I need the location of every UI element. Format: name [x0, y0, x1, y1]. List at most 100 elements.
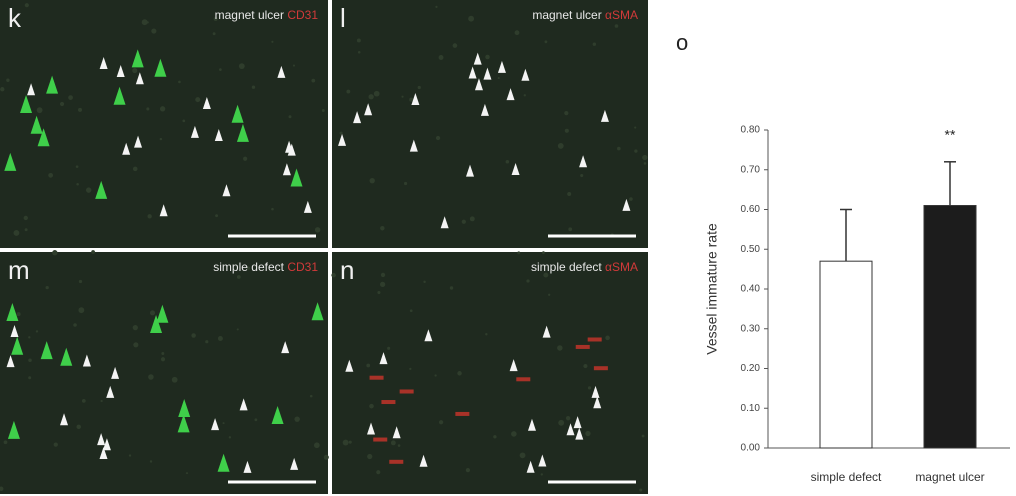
speckle: [132, 324, 138, 331]
speckle: [45, 285, 49, 290]
arrowhead: [10, 325, 19, 338]
speckle: [557, 345, 563, 351]
arrowhead: [116, 64, 125, 77]
panel-caption: magnet ulcer CD31: [215, 8, 319, 22]
arrowhead: [46, 75, 59, 94]
speckle: [185, 472, 189, 475]
speckle: [16, 312, 21, 317]
bar: [819, 260, 873, 449]
speckle: [567, 192, 572, 197]
speckle: [380, 225, 385, 231]
arrowhead: [591, 385, 600, 398]
speckle: [331, 272, 336, 278]
arrowhead: [473, 52, 482, 65]
speckle: [568, 227, 573, 232]
arrowhead: [622, 198, 631, 211]
panel-letter: l: [340, 3, 346, 33]
stain-label: CD31: [287, 260, 318, 274]
speckle: [309, 394, 313, 398]
panel-caption: simple defect αSMA: [531, 260, 638, 274]
arrowhead: [290, 168, 303, 187]
arrowhead: [40, 341, 53, 360]
speckle: [91, 250, 95, 254]
speckle: [583, 364, 588, 369]
panel-letter: n: [340, 255, 354, 285]
speckle: [514, 30, 520, 36]
arrowhead: [6, 302, 19, 321]
arrowhead: [573, 416, 582, 429]
speckle: [614, 24, 619, 28]
speckle: [76, 424, 81, 430]
arrowhead: [60, 347, 73, 366]
speckle: [78, 307, 85, 314]
speckle: [558, 419, 565, 426]
speckle: [505, 159, 510, 164]
speckle: [629, 197, 633, 201]
x-tick-label: simple defect: [811, 470, 882, 484]
speckle: [373, 90, 380, 97]
speckle: [128, 454, 132, 457]
arrowhead: [20, 94, 33, 113]
speckle: [160, 357, 166, 362]
speckle: [294, 416, 300, 422]
arrowhead: [271, 406, 284, 425]
arrowhead: [243, 460, 252, 473]
speckle: [461, 219, 466, 224]
speckle: [542, 251, 545, 255]
arrowhead: [217, 453, 230, 472]
speckle: [634, 149, 638, 153]
arrowhead: [542, 325, 551, 338]
arrowhead: [99, 56, 108, 69]
speckle: [132, 166, 138, 172]
arrowhead: [6, 355, 15, 368]
speckle: [409, 367, 412, 371]
arrowhead: [231, 104, 244, 123]
speckle: [390, 440, 396, 446]
arrowhead: [178, 398, 191, 417]
speckle: [151, 28, 157, 34]
speckle: [369, 177, 375, 184]
arrowhead: [122, 142, 131, 155]
red-signal: [399, 389, 414, 394]
speckle: [642, 154, 648, 161]
arrowhead: [593, 396, 602, 409]
stain-label: αSMA: [605, 8, 638, 22]
speckle: [493, 435, 497, 439]
y-tick-label: 0.20: [741, 363, 761, 374]
speckle: [401, 95, 404, 98]
panel-caption: magnet ulcer αSMA: [532, 8, 638, 22]
speckle: [557, 142, 564, 149]
arrowhead: [483, 67, 492, 80]
y-tick-label: 0.10: [741, 403, 761, 414]
arrowhead: [106, 385, 115, 398]
speckle: [85, 187, 92, 193]
arrowhead: [222, 184, 231, 197]
arrowhead: [424, 329, 433, 342]
speckle: [639, 488, 643, 492]
speckle: [3, 440, 8, 445]
speckle: [339, 131, 343, 135]
arrowhead: [538, 454, 547, 467]
caption-text: simple defect: [213, 260, 284, 274]
arrowhead: [409, 139, 418, 152]
arrowhead: [303, 200, 312, 213]
caption-text: simple defect: [531, 260, 602, 274]
speckle: [544, 40, 548, 44]
speckle: [100, 399, 103, 403]
speckle: [271, 40, 274, 43]
caption-text: magnet ulcer: [215, 8, 284, 22]
arrowhead: [364, 103, 373, 116]
arrowhead: [511, 163, 520, 176]
speckle: [313, 442, 320, 449]
speckle: [161, 352, 165, 355]
caption-text: magnet ulcer: [532, 8, 601, 22]
speckle: [0, 486, 4, 492]
speckle: [311, 78, 316, 83]
speckle: [380, 272, 386, 278]
speckle: [314, 227, 321, 233]
arrowhead: [579, 155, 588, 168]
speckle: [215, 214, 219, 218]
arrowhead: [419, 454, 428, 467]
arrowhead: [379, 352, 388, 365]
